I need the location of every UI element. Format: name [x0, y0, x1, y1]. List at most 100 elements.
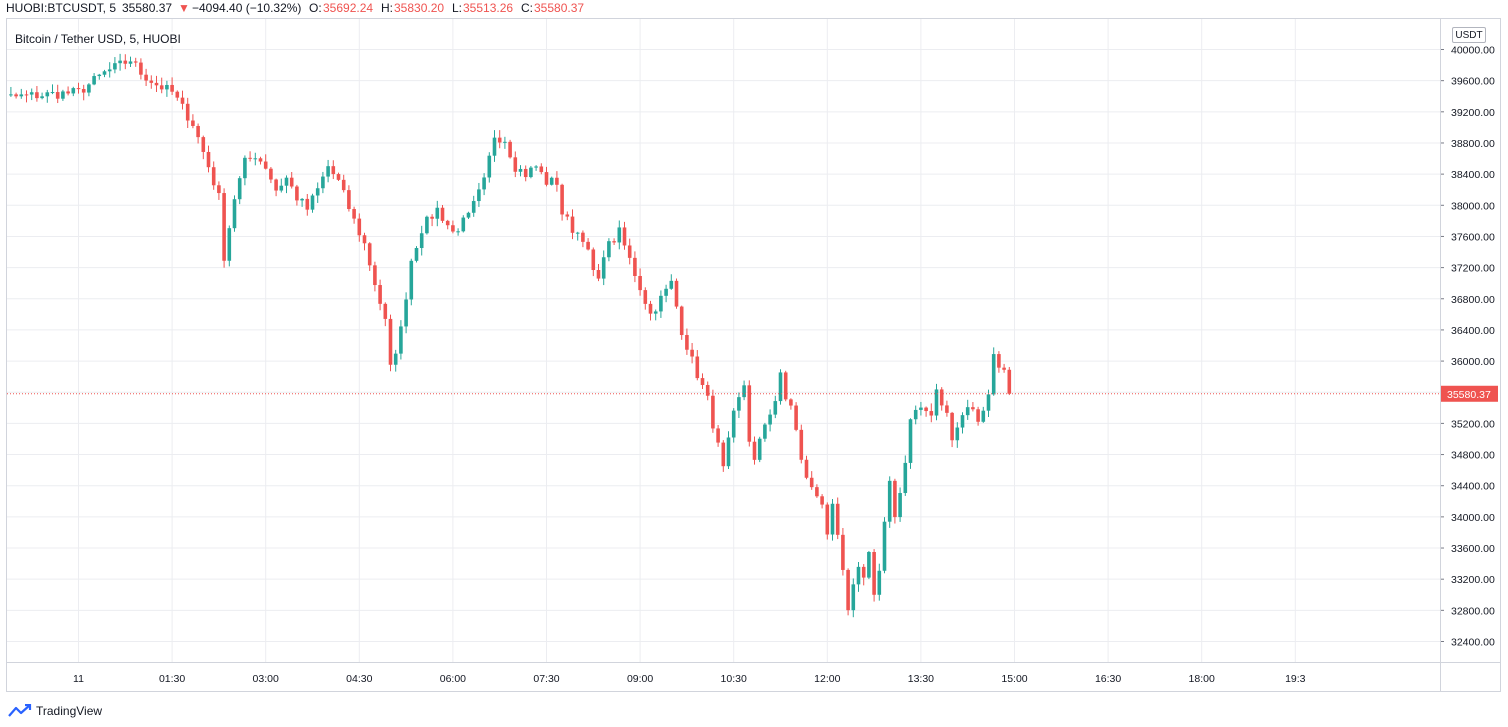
currency-button[interactable]: USDT	[1452, 27, 1486, 43]
price-overlay: 35580.37	[7, 385, 1498, 402]
candle-body	[513, 157, 518, 172]
candle-body	[648, 303, 653, 314]
candle-body	[352, 209, 356, 219]
x-tick-label: 06:00	[440, 673, 466, 685]
candle-body	[97, 74, 102, 77]
y-tick-label: 39600.00	[1451, 76, 1495, 88]
candle-body	[71, 88, 76, 94]
brand-name: TradingView	[36, 704, 103, 718]
open-label: O:	[309, 1, 322, 15]
x-tick-label: 18:00	[1189, 673, 1215, 685]
x-tick-label: 15:00	[1001, 673, 1027, 685]
candle-body	[768, 414, 772, 425]
candle-body	[321, 176, 325, 189]
x-tick-label: 03:00	[253, 673, 279, 685]
candle-body	[747, 385, 752, 442]
y-tick-label: 32400.00	[1451, 637, 1495, 649]
candle-body	[315, 188, 320, 196]
x-tick-label: 16:30	[1095, 673, 1121, 685]
candle-body	[471, 201, 476, 213]
candle-body	[383, 303, 388, 319]
candle-body	[893, 480, 897, 518]
candles	[9, 53, 1012, 618]
candle-body	[851, 584, 856, 611]
tradingview-brand[interactable]: TradingView	[8, 701, 102, 721]
candle-body	[1007, 369, 1012, 394]
candle-body	[867, 552, 871, 578]
x-tick-label: 07:30	[533, 673, 559, 685]
candle-body	[627, 245, 632, 258]
x-tick-label: 19:3	[1285, 673, 1306, 685]
candle-body	[674, 280, 679, 307]
candle-body	[560, 184, 564, 215]
chart-frame[interactable]	[6, 18, 1501, 692]
change-down-icon: ▼	[178, 1, 190, 15]
candle-body	[872, 552, 876, 595]
candle-body	[804, 459, 809, 478]
candle-body	[721, 442, 726, 467]
candle-body	[154, 82, 159, 86]
candle-body	[986, 394, 991, 411]
candle-body	[253, 158, 258, 160]
candle-body	[799, 429, 804, 460]
candle-body	[783, 372, 788, 400]
candle-body	[903, 462, 908, 494]
candle-body	[284, 177, 289, 186]
candle-body	[596, 270, 601, 279]
candle-body	[419, 233, 424, 249]
candle-body	[107, 69, 112, 72]
candle-body	[456, 231, 460, 233]
candle-body	[518, 168, 523, 172]
y-tick-label: 36000.00	[1451, 356, 1495, 368]
candle-body	[960, 415, 965, 428]
candle-body	[815, 487, 819, 497]
candle-body	[976, 409, 980, 422]
candle-body	[497, 137, 502, 143]
low-value: 35513.26	[463, 1, 514, 15]
time-axis: 11 01:30 03:00 04:30 06:00 07:30 09:00 10:30 12:…	[73, 673, 1306, 685]
candle-body	[887, 480, 892, 522]
candle-body	[534, 166, 538, 168]
candle-body	[149, 80, 154, 83]
candle-body	[482, 177, 486, 190]
candle-body	[274, 179, 278, 191]
x-tick-label: 12:00	[814, 673, 840, 685]
candle-body	[581, 232, 585, 242]
candle-body	[633, 257, 637, 276]
candle-body	[835, 503, 840, 535]
y-tick-label: 33600.00	[1451, 543, 1495, 555]
candle-body	[123, 60, 128, 64]
open-value: 35692.24	[323, 1, 374, 15]
candle-body	[711, 395, 715, 429]
candle-body	[362, 235, 367, 244]
y-tick-label: 35200.00	[1451, 418, 1495, 430]
price-axis: 40000.00 39600.00 39200.00 38800.00 38400.00…	[7, 19, 1501, 691]
candle-body	[305, 198, 310, 210]
candle-body	[565, 214, 570, 217]
y-tick-label: 34800.00	[1451, 450, 1495, 462]
candle-body	[331, 166, 336, 175]
y-tick-label: 38800.00	[1451, 138, 1495, 150]
candle-body	[752, 441, 757, 460]
candle-body	[461, 217, 466, 232]
candle-body	[664, 288, 668, 296]
candle-body	[409, 260, 414, 300]
candle-body	[856, 566, 861, 585]
low-label: L:	[452, 1, 463, 15]
y-tick-label: 36400.00	[1451, 325, 1495, 337]
candle-body	[451, 225, 455, 232]
candle-body	[373, 265, 377, 286]
candle-body	[997, 354, 1001, 368]
candle-body	[622, 227, 627, 246]
candle-body	[128, 61, 133, 64]
candle-body	[939, 389, 944, 406]
candle-body	[726, 437, 731, 467]
y-tick-label: 38000.00	[1451, 200, 1495, 212]
y-tick-label: 34400.00	[1451, 481, 1495, 493]
x-tick-label: 09:00	[627, 673, 653, 685]
candle-body	[185, 103, 190, 121]
candle-body	[913, 409, 918, 420]
candle-body	[882, 521, 887, 571]
candle-body	[908, 419, 913, 463]
